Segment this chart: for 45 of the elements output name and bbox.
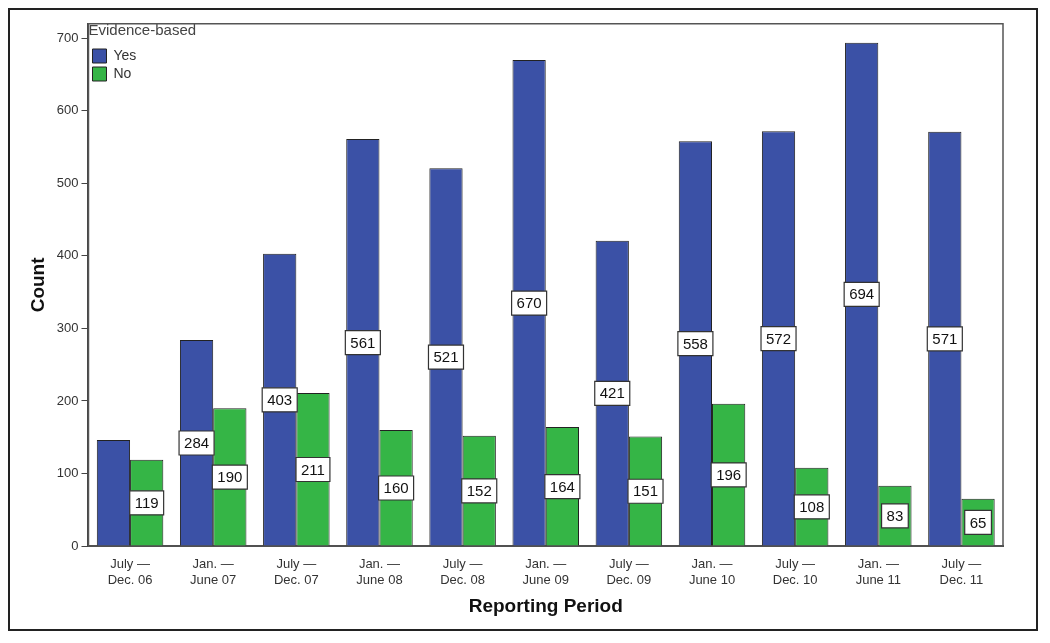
data-label: 119 <box>134 493 159 511</box>
y-tick-label: 500 <box>56 174 79 190</box>
x-tick-label: July — Dec. 11 <box>939 556 984 587</box>
data-label: 561 <box>350 333 376 351</box>
data-label: 571 <box>932 330 958 348</box>
x-tick-label: Jan. — June 07 <box>190 556 237 587</box>
data-label: 421 <box>599 384 625 402</box>
data-label: 65 <box>969 513 987 531</box>
x-tick-label: Jan. — June 08 <box>356 556 403 587</box>
data-label: 196 <box>716 466 742 484</box>
data-label: 521 <box>433 348 459 366</box>
y-tick-label: 0 <box>71 537 79 553</box>
data-label: 694 <box>849 285 875 303</box>
data-label: 190 <box>217 468 243 486</box>
data-label: 572 <box>766 329 792 347</box>
x-axis-title: Reporting Period <box>468 594 623 616</box>
y-tick-label: 400 <box>56 247 79 263</box>
legend-label: No <box>113 64 132 81</box>
data-label: 108 <box>799 497 825 515</box>
y-tick-label: 100 <box>56 465 79 481</box>
x-tick-label: Jan. — June 10 <box>688 556 736 587</box>
y-tick-label: 700 <box>56 29 79 45</box>
x-tick-label: July — Dec. 09 <box>606 556 652 587</box>
legend-title: Evidence-based <box>88 20 197 38</box>
x-tick-label: Jan. — June 09 <box>522 556 569 587</box>
x-tick-label: July — Dec. 06 <box>107 556 153 587</box>
data-label: 152 <box>466 482 492 500</box>
data-label: 558 <box>682 334 708 352</box>
y-tick-label: 200 <box>56 392 79 408</box>
x-tick-label: Jan. — June 11 <box>855 556 901 587</box>
y-tick-label: 600 <box>56 102 79 118</box>
data-label: 160 <box>383 479 409 497</box>
data-label: 284 <box>184 434 210 452</box>
legend-label: Yes <box>113 46 137 63</box>
data-label: 83 <box>886 507 904 525</box>
x-tick-label: July — Dec. 07 <box>273 556 319 587</box>
data-label: 164 <box>549 477 575 495</box>
data-label: 151 <box>632 482 659 500</box>
data-label: 403 <box>267 391 293 408</box>
y-axis-title: Count <box>26 256 48 313</box>
x-tick-label: July — Dec. 10 <box>772 556 818 587</box>
data-label: 670 <box>516 294 542 312</box>
data-label: 211 <box>301 460 325 478</box>
y-tick-label: 300 <box>56 319 79 335</box>
x-tick-label: July — Dec. 08 <box>440 556 486 587</box>
